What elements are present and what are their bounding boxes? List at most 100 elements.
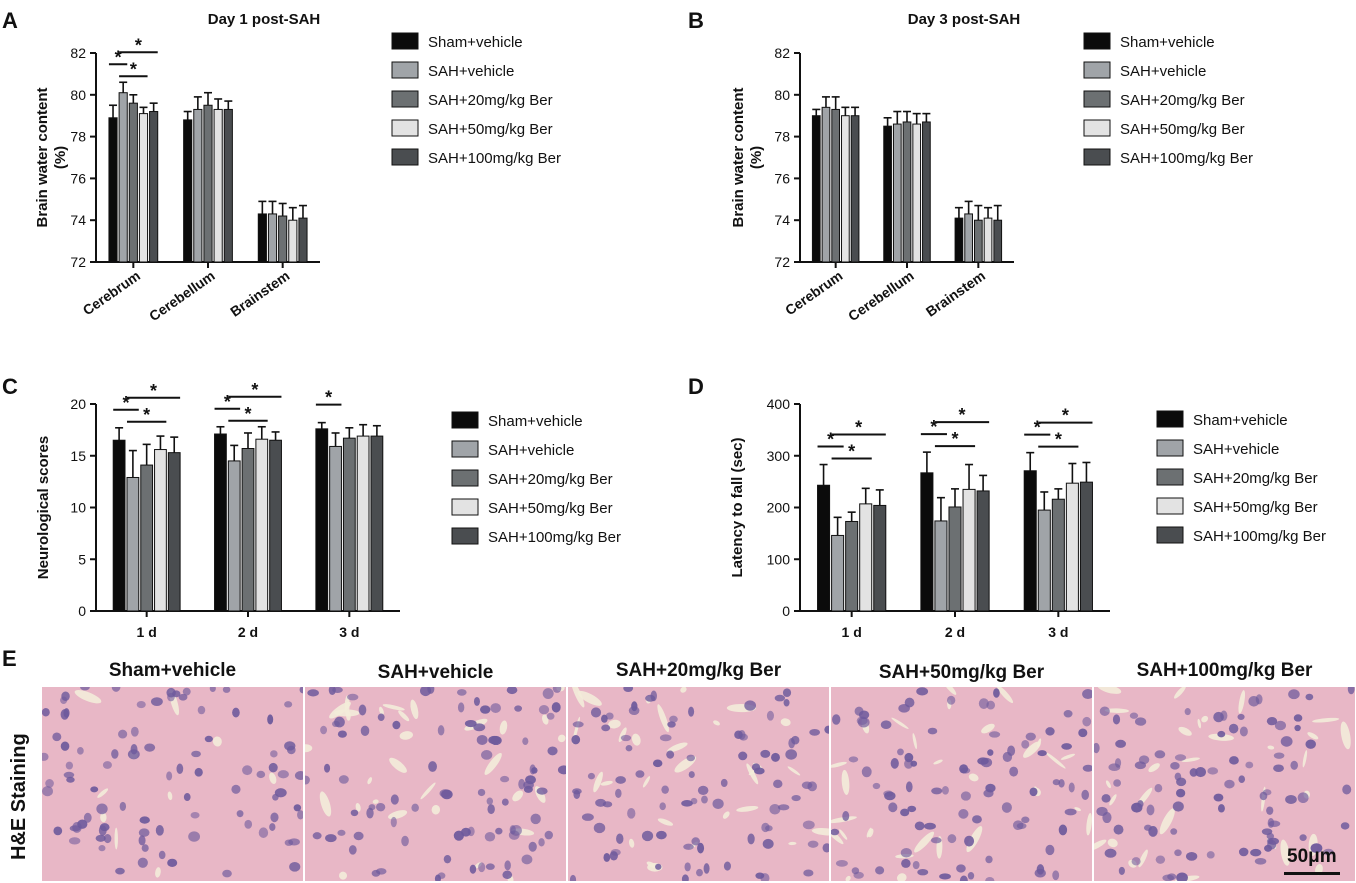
y-tick-label: 72 bbox=[774, 254, 790, 270]
bar bbox=[154, 449, 167, 612]
x-tick-label: Brainstem bbox=[923, 267, 988, 319]
bar bbox=[126, 476, 140, 612]
bar bbox=[356, 435, 370, 612]
y-axis-label: Neurological scores bbox=[35, 436, 52, 579]
significance-star: * bbox=[1055, 430, 1062, 450]
panel-letter-a: A bbox=[2, 8, 18, 33]
bar bbox=[149, 111, 159, 263]
legend-swatch bbox=[1156, 410, 1184, 428]
legend-swatch bbox=[391, 61, 419, 79]
legend-label: SAH+vehicle bbox=[1193, 441, 1279, 458]
significance-star: * bbox=[855, 418, 862, 438]
y-tick-label: 80 bbox=[70, 87, 86, 103]
legend-label: SAH+100mg/kg Ber bbox=[428, 150, 561, 167]
significance-star: * bbox=[135, 35, 142, 55]
bar bbox=[128, 102, 138, 263]
chart-title: Day 1 post-SAH bbox=[208, 11, 321, 28]
legend-label: Sham+vehicle bbox=[1193, 412, 1288, 429]
y-axis-label: (%) bbox=[748, 146, 765, 169]
bar bbox=[203, 104, 213, 263]
y-tick-label: 82 bbox=[774, 45, 790, 61]
panel-letter-d: D bbox=[688, 374, 704, 399]
legend-swatch bbox=[451, 498, 479, 516]
he-micrograph bbox=[305, 687, 566, 881]
tissue-texture bbox=[1094, 687, 1355, 881]
significance-star: * bbox=[251, 380, 258, 400]
legend-swatch bbox=[1083, 61, 1111, 79]
bar bbox=[118, 92, 128, 263]
legend-swatch bbox=[391, 90, 419, 108]
y-tick-label: 400 bbox=[767, 396, 791, 412]
significance-star: * bbox=[1062, 406, 1069, 426]
bar bbox=[920, 472, 934, 612]
y-tick-label: 76 bbox=[70, 170, 86, 186]
x-tick-label: 3 d bbox=[1048, 624, 1068, 640]
bar bbox=[342, 437, 356, 612]
significance-star: * bbox=[122, 393, 129, 413]
legend-swatch bbox=[451, 469, 479, 487]
bar bbox=[1065, 482, 1079, 612]
legend-swatch bbox=[391, 119, 419, 137]
y-tick-label: 0 bbox=[782, 603, 790, 619]
bar bbox=[811, 115, 821, 263]
x-tick-label: 1 d bbox=[842, 624, 862, 640]
y-tick-label: 5 bbox=[78, 551, 86, 567]
he-micrograph bbox=[831, 687, 1092, 881]
legend-label: SAH+vehicle bbox=[488, 442, 574, 459]
bar bbox=[841, 115, 850, 263]
bar bbox=[298, 217, 308, 263]
x-tick-label: Cerebrum bbox=[782, 267, 845, 318]
bar bbox=[1051, 498, 1065, 612]
legend-label: SAH+20mg/kg Ber bbox=[1193, 470, 1318, 487]
significance-star: * bbox=[130, 59, 137, 79]
y-tick-label: 78 bbox=[70, 129, 86, 145]
bar bbox=[108, 117, 118, 263]
y-tick-label: 78 bbox=[774, 129, 790, 145]
x-tick-label: Brainstem bbox=[227, 267, 292, 319]
legend-label: SAH+20mg/kg Ber bbox=[488, 471, 613, 488]
bar bbox=[167, 452, 181, 612]
tissue-texture bbox=[305, 687, 566, 881]
y-tick-label: 74 bbox=[774, 212, 790, 228]
bar bbox=[1079, 481, 1093, 612]
significance-star: * bbox=[1034, 418, 1041, 438]
significance-star: * bbox=[115, 47, 122, 67]
y-tick-label: 74 bbox=[70, 212, 86, 228]
legend-label: SAH+50mg/kg Ber bbox=[1120, 121, 1245, 138]
chart-d: Latency to fall (sec) 0 100 200 300 400 1 d 2 d… bbox=[729, 396, 1326, 640]
bar bbox=[850, 115, 860, 263]
bar bbox=[213, 108, 223, 263]
legend-label: SAH+50mg/kg Ber bbox=[428, 121, 553, 138]
y-tick-label: 300 bbox=[767, 448, 791, 464]
legend-label: SAH+100mg/kg Ber bbox=[1120, 150, 1253, 167]
bar bbox=[315, 428, 329, 612]
he-micrograph bbox=[42, 687, 303, 881]
legend-label: SAH+20mg/kg Ber bbox=[1120, 92, 1245, 109]
bar bbox=[214, 433, 227, 612]
bar bbox=[193, 108, 203, 263]
he-micrograph bbox=[1094, 687, 1355, 881]
legend-swatch bbox=[1156, 526, 1184, 544]
bar bbox=[934, 520, 948, 612]
y-axis-label: Latency to fall (sec) bbox=[729, 437, 746, 577]
x-tick-label: 1 d bbox=[137, 624, 157, 640]
panel-letter-b: B bbox=[688, 8, 704, 33]
legend-swatch bbox=[451, 440, 479, 458]
bar bbox=[140, 464, 154, 612]
x-tick-label: Cerebrum bbox=[80, 267, 143, 318]
bar bbox=[954, 217, 964, 263]
bar bbox=[241, 448, 255, 612]
y-tick-label: 80 bbox=[774, 87, 790, 103]
legend-swatch bbox=[1156, 497, 1184, 515]
tissue-texture bbox=[568, 687, 829, 881]
bar bbox=[892, 123, 902, 263]
bar bbox=[223, 108, 233, 263]
bar bbox=[922, 121, 931, 263]
significance-star: * bbox=[224, 392, 231, 412]
bar bbox=[288, 219, 298, 263]
he-image-label: SAH+100mg/kg Ber bbox=[1136, 660, 1313, 681]
he-micrograph bbox=[568, 687, 829, 881]
scale-bar bbox=[1284, 872, 1340, 875]
x-tick-label: 2 d bbox=[945, 624, 965, 640]
